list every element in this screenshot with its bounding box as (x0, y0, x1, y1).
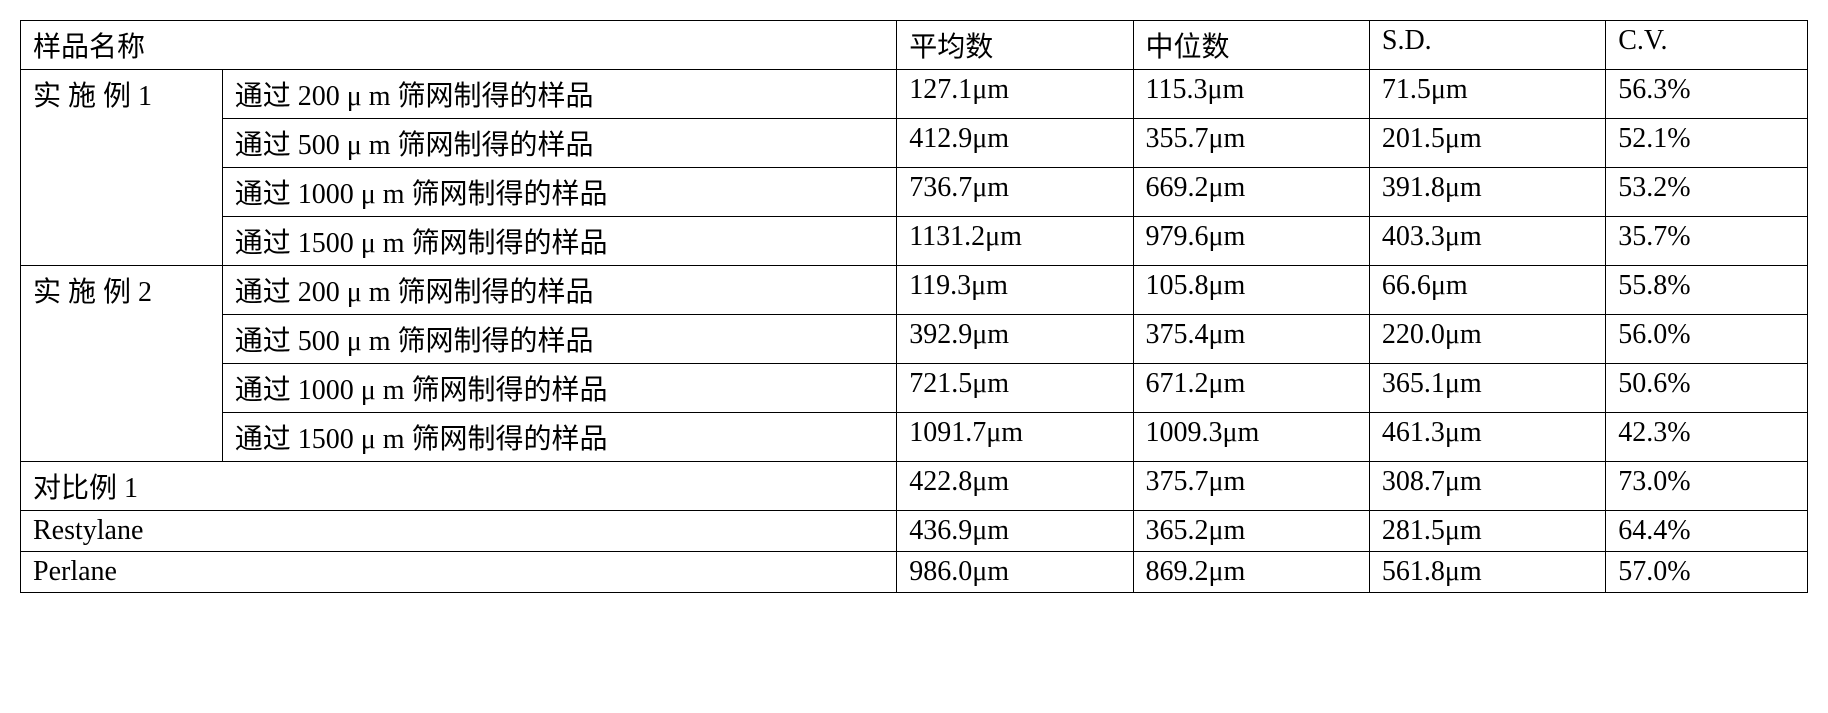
header-sd: S.D. (1369, 21, 1605, 70)
cell-sd: 365.1μm (1369, 364, 1605, 413)
cell-cv: 56.3% (1606, 70, 1808, 119)
cell-cv: 52.1% (1606, 119, 1808, 168)
cell-sd: 391.8μm (1369, 168, 1605, 217)
header-median: 中位数 (1133, 21, 1369, 70)
cell-sd: 403.3μm (1369, 217, 1605, 266)
cell-desc: 通过 1000 μ m 筛网制得的样品 (222, 364, 896, 413)
cell-cv: 55.8% (1606, 266, 1808, 315)
table-row: 通过 1500 μ m 筛网制得的样品 1131.2μm 979.6μm 403… (21, 217, 1808, 266)
cell-cv: 42.3% (1606, 413, 1808, 462)
cell-sd: 281.5μm (1369, 511, 1605, 552)
cell-mean: 736.7μm (897, 168, 1133, 217)
cell-mean: 412.9μm (897, 119, 1133, 168)
row-label: 对比例 1 (21, 462, 897, 511)
cell-sd: 461.3μm (1369, 413, 1605, 462)
table-row: 实 施 例 2 通过 200 μ m 筛网制得的样品 119.3μm 105.8… (21, 266, 1808, 315)
cell-mean: 127.1μm (897, 70, 1133, 119)
cell-cv: 64.4% (1606, 511, 1808, 552)
cell-cv: 73.0% (1606, 462, 1808, 511)
cell-median: 375.7μm (1133, 462, 1369, 511)
cell-desc: 通过 1500 μ m 筛网制得的样品 (222, 413, 896, 462)
cell-median: 669.2μm (1133, 168, 1369, 217)
data-table: 样品名称 平均数 中位数 S.D. C.V. 实 施 例 1 通过 200 μ … (20, 20, 1808, 593)
table-header-row: 样品名称 平均数 中位数 S.D. C.V. (21, 21, 1808, 70)
cell-cv: 56.0% (1606, 315, 1808, 364)
cell-sd: 220.0μm (1369, 315, 1605, 364)
cell-desc: 通过 500 μ m 筛网制得的样品 (222, 119, 896, 168)
cell-cv: 50.6% (1606, 364, 1808, 413)
cell-cv: 35.7% (1606, 217, 1808, 266)
cell-desc: 通过 1500 μ m 筛网制得的样品 (222, 217, 896, 266)
cell-mean: 422.8μm (897, 462, 1133, 511)
cell-sd: 201.5μm (1369, 119, 1605, 168)
cell-sd: 561.8μm (1369, 552, 1605, 593)
cell-desc: 通过 200 μ m 筛网制得的样品 (222, 70, 896, 119)
table-row: 通过 1000 μ m 筛网制得的样品 721.5μm 671.2μm 365.… (21, 364, 1808, 413)
cell-mean: 1131.2μm (897, 217, 1133, 266)
cell-median: 671.2μm (1133, 364, 1369, 413)
cell-median: 355.7μm (1133, 119, 1369, 168)
row-label: Restylane (21, 511, 897, 552)
cell-mean: 436.9μm (897, 511, 1133, 552)
cell-sd: 71.5μm (1369, 70, 1605, 119)
cell-median: 105.8μm (1133, 266, 1369, 315)
group-label: 实 施 例 1 (21, 70, 223, 266)
table-row: 对比例 1 422.8μm 375.7μm 308.7μm 73.0% (21, 462, 1808, 511)
table-row: 通过 1500 μ m 筛网制得的样品 1091.7μm 1009.3μm 46… (21, 413, 1808, 462)
header-name: 样品名称 (21, 21, 897, 70)
cell-cv: 53.2% (1606, 168, 1808, 217)
cell-desc: 通过 1000 μ m 筛网制得的样品 (222, 168, 896, 217)
cell-sd: 66.6μm (1369, 266, 1605, 315)
cell-cv: 57.0% (1606, 552, 1808, 593)
cell-sd: 308.7μm (1369, 462, 1605, 511)
header-cv: C.V. (1606, 21, 1808, 70)
cell-median: 365.2μm (1133, 511, 1369, 552)
cell-median: 115.3μm (1133, 70, 1369, 119)
cell-median: 869.2μm (1133, 552, 1369, 593)
table-row: 通过 1000 μ m 筛网制得的样品 736.7μm 669.2μm 391.… (21, 168, 1808, 217)
cell-mean: 986.0μm (897, 552, 1133, 593)
cell-mean: 1091.7μm (897, 413, 1133, 462)
table-row: 实 施 例 1 通过 200 μ m 筛网制得的样品 127.1μm 115.3… (21, 70, 1808, 119)
table-row: Perlane 986.0μm 869.2μm 561.8μm 57.0% (21, 552, 1808, 593)
cell-median: 375.4μm (1133, 315, 1369, 364)
cell-mean: 392.9μm (897, 315, 1133, 364)
header-mean: 平均数 (897, 21, 1133, 70)
group-label: 实 施 例 2 (21, 266, 223, 462)
table-row: 通过 500 μ m 筛网制得的样品 412.9μm 355.7μm 201.5… (21, 119, 1808, 168)
cell-desc: 通过 500 μ m 筛网制得的样品 (222, 315, 896, 364)
row-label: Perlane (21, 552, 897, 593)
table-row: 通过 500 μ m 筛网制得的样品 392.9μm 375.4μm 220.0… (21, 315, 1808, 364)
cell-mean: 119.3μm (897, 266, 1133, 315)
cell-median: 1009.3μm (1133, 413, 1369, 462)
cell-mean: 721.5μm (897, 364, 1133, 413)
table-row: Restylane 436.9μm 365.2μm 281.5μm 64.4% (21, 511, 1808, 552)
cell-desc: 通过 200 μ m 筛网制得的样品 (222, 266, 896, 315)
cell-median: 979.6μm (1133, 217, 1369, 266)
